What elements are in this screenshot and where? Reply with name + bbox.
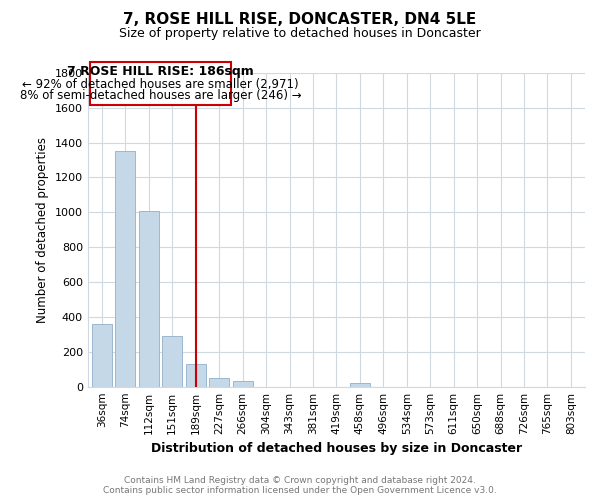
Text: 8% of semi-detached houses are larger (246) →: 8% of semi-detached houses are larger (2… — [20, 89, 301, 102]
Text: Size of property relative to detached houses in Doncaster: Size of property relative to detached ho… — [119, 28, 481, 40]
Bar — [209, 378, 229, 386]
FancyBboxPatch shape — [90, 62, 231, 105]
Y-axis label: Number of detached properties: Number of detached properties — [36, 137, 49, 323]
Bar — [350, 383, 370, 386]
Text: 7, ROSE HILL RISE, DONCASTER, DN4 5LE: 7, ROSE HILL RISE, DONCASTER, DN4 5LE — [124, 12, 476, 28]
Bar — [233, 380, 253, 386]
Bar — [162, 336, 182, 386]
Text: 7 ROSE HILL RISE: 186sqm: 7 ROSE HILL RISE: 186sqm — [67, 66, 254, 78]
Bar — [115, 152, 136, 386]
Text: Contains HM Land Registry data © Crown copyright and database right 2024.
Contai: Contains HM Land Registry data © Crown c… — [103, 476, 497, 495]
Bar — [139, 210, 159, 386]
Bar — [92, 324, 112, 386]
Bar — [186, 364, 206, 386]
Text: ← 92% of detached houses are smaller (2,971): ← 92% of detached houses are smaller (2,… — [22, 78, 299, 92]
X-axis label: Distribution of detached houses by size in Doncaster: Distribution of detached houses by size … — [151, 442, 522, 455]
